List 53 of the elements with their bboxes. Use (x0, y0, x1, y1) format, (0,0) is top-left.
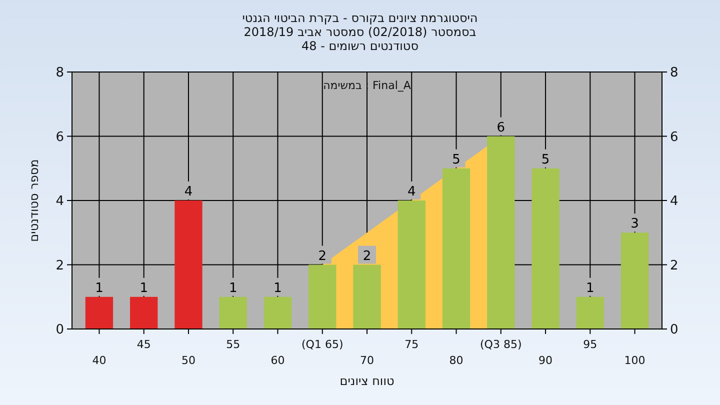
bar (398, 200, 426, 329)
bar (532, 168, 560, 329)
data-label: 1 (274, 280, 282, 296)
x-tick-label: 75 (404, 338, 419, 351)
x-tick-label: 80 (449, 354, 464, 367)
y2-tick-label: 4 (670, 194, 678, 210)
x-tick-label: (Q1 65) (302, 338, 344, 351)
data-label: 1 (586, 280, 594, 296)
chart-title: היסטוגרמת ציונים בקורס - בקרת הביטוי הגנטי (242, 11, 478, 25)
bar (174, 200, 202, 329)
data-label: 3 (630, 216, 639, 232)
data-label: 6 (496, 120, 506, 136)
x-tick-label: 60 (270, 354, 285, 367)
chart-subtitle: בסמסטר (02/2018) סמסטר אביב 2018/19 סטודנטים רשומים - 48 (244, 25, 476, 53)
bar (85, 296, 114, 329)
x-tick-label: 100 (624, 354, 646, 367)
data-label: 2 (362, 248, 372, 264)
x-tick-label: (Q3 85) (480, 338, 522, 351)
x-tick-label: 70 (360, 354, 374, 367)
bar (264, 296, 292, 329)
bar (442, 168, 470, 329)
bar (620, 232, 649, 329)
bar (130, 296, 158, 329)
y-tick-label: 4 (56, 194, 64, 210)
y2-tick-label: 8 (670, 66, 678, 81)
data-label: 5 (541, 152, 550, 168)
annotation: Final_A : במשימה (323, 79, 412, 92)
x-tick-label: 55 (226, 338, 240, 351)
y-tick-label: 2 (56, 258, 64, 274)
y-tick-label: 6 (56, 130, 64, 145)
y2-tick-label: 0 (670, 322, 678, 338)
y2-tick-label: 2 (670, 258, 678, 274)
x-tick-label: 40 (92, 354, 106, 367)
bar (487, 136, 515, 329)
data-label: 1 (140, 280, 148, 296)
data-label: 5 (452, 152, 460, 168)
bar (576, 296, 604, 329)
data-label: 1 (95, 280, 104, 296)
y-axis-title: מספר סטודנטים (27, 159, 41, 242)
y-tick-label: 0 (56, 322, 64, 338)
y-tick-label: 8 (56, 66, 64, 81)
data-label: 4 (407, 184, 416, 200)
bar (308, 264, 336, 329)
data-label: 4 (184, 184, 193, 200)
x-tick-label: 50 (181, 354, 196, 367)
data-label: 2 (318, 248, 327, 264)
bar (219, 296, 247, 329)
data-label: 1 (228, 280, 238, 296)
x-axis-title: טווח ציונים (340, 374, 394, 388)
x-tick-label: 45 (136, 338, 151, 351)
x-tick-label: 95 (583, 338, 598, 351)
x-tick-label: 90 (538, 354, 553, 367)
y2-tick-label: 6 (670, 130, 678, 145)
